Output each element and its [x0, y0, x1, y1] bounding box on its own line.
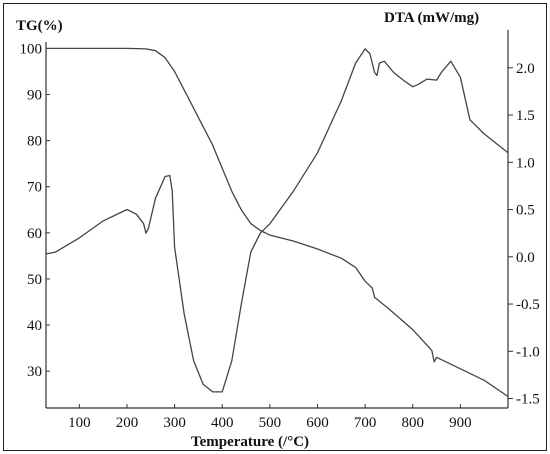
right-y-tick-label: -0.5: [516, 297, 540, 313]
left-y-tick-label: 30: [27, 364, 42, 380]
left-y-axis-title: TG(%): [16, 18, 63, 34]
x-tick-label: 300: [163, 415, 186, 431]
dta-curve: [45, 48, 509, 393]
left-y-tick-label: 100: [20, 41, 43, 57]
x-tick-label: 400: [211, 415, 234, 431]
right-y-tick-label: 2.0: [516, 61, 535, 77]
right-y-tick-label: 0.5: [516, 203, 535, 219]
right-y-ticks: 2.0 1.5 1.0 0.5 0.0 -0.5 -1.0 -1.5: [508, 61, 540, 408]
x-tick-label: 100: [68, 415, 91, 431]
x-tick-label: 600: [306, 415, 329, 431]
left-y-tick-label: 40: [27, 318, 42, 334]
x-tick-label: 800: [401, 415, 424, 431]
right-y-tick-label: 0.0: [516, 250, 535, 266]
left-y-tick-label: 70: [27, 180, 42, 196]
left-y-tick-label: 90: [27, 88, 42, 104]
right-y-tick-label: 1.5: [516, 108, 535, 124]
right-y-tick-label: -1.0: [516, 344, 540, 360]
tg-curve: [46, 47, 509, 398]
left-y-tick-label: 80: [27, 134, 42, 150]
x-tick-label: 700: [354, 415, 377, 431]
curves: [45, 47, 509, 398]
left-y-tick-label: 50: [27, 272, 42, 288]
right-y-axis-title: DTA (mW/mg): [384, 10, 479, 26]
x-ticks: 100 200 300 400 500 600 700 800 900: [68, 404, 472, 431]
x-axis-title: Temperature (/°C): [191, 434, 309, 450]
axes: [45, 30, 509, 409]
x-tick-label: 900: [449, 415, 472, 431]
left-y-ticks: 100 90 80 70 60 50 40 30: [20, 41, 50, 380]
x-tick-label: 500: [259, 415, 282, 431]
right-y-tick-label: 1.0: [516, 155, 535, 171]
x-tick-label: 200: [116, 415, 139, 431]
right-y-tick-label: -1.5: [516, 392, 540, 408]
left-y-tick-label: 60: [27, 226, 42, 242]
